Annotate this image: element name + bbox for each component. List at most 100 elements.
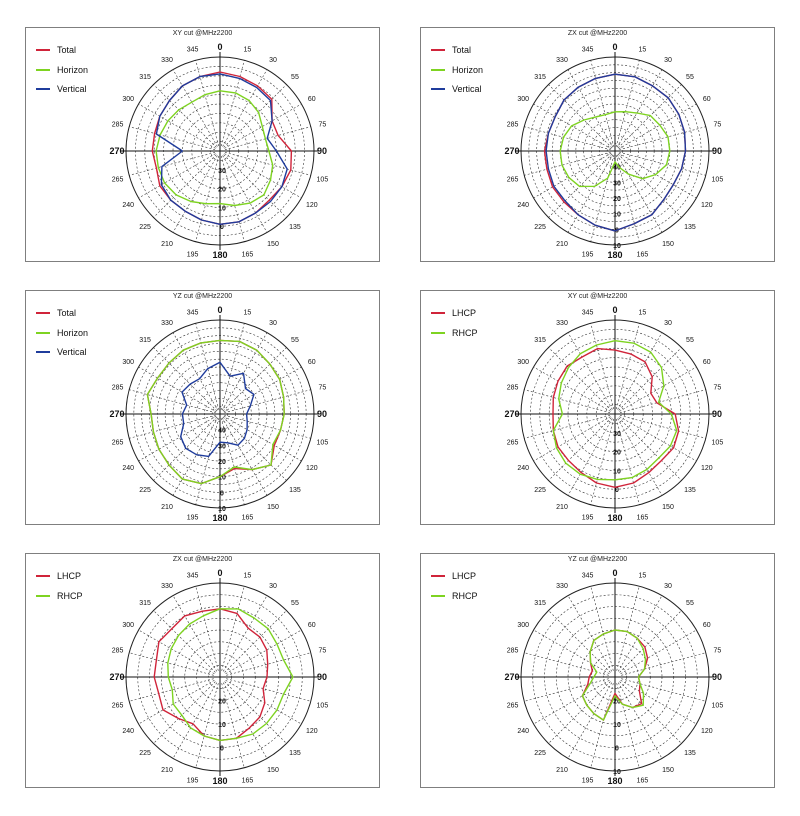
grid-spoke <box>567 682 613 759</box>
legend-swatch <box>431 575 445 577</box>
grid-spoke <box>548 347 612 411</box>
polar-chart-yz-cut-cp: YZ cut @MHz2200 0 15 30 55 60 75 90 105 120 135 150… <box>420 553 775 788</box>
radial-tick-label: 10 <box>218 722 226 729</box>
angle-tick-label: 285 <box>507 385 519 392</box>
angle-tick-label: 180 <box>607 776 622 786</box>
grid-spoke <box>129 652 214 676</box>
radial-tick-label: 40 <box>613 165 621 172</box>
grid-spoke <box>616 154 663 233</box>
angle-tick-label: 345 <box>582 47 594 54</box>
angle-tick-label: 265 <box>112 439 124 446</box>
angle-tick-label: 210 <box>556 504 568 511</box>
angle-tick-label: 195 <box>582 251 594 258</box>
polar-plot: 0 15 30 55 60 75 90 105 120 135 150 165 180 195 210 225… <box>109 42 328 260</box>
angle-tick-label: 265 <box>112 176 124 183</box>
legend-label: Total <box>452 45 472 55</box>
angle-tick-label: 315 <box>139 337 151 344</box>
grid-spoke <box>224 414 311 439</box>
grid-spoke <box>195 60 219 147</box>
angle-tick-label: 225 <box>139 750 151 757</box>
angle-tick-label: 135 <box>684 750 696 757</box>
grid-spoke <box>616 69 663 148</box>
grid-spoke <box>524 415 611 439</box>
angle-tick-label: 0 <box>612 568 617 578</box>
grid-spoke <box>138 153 216 199</box>
series-line-horizon <box>559 111 671 188</box>
radial-tick-label: 20 <box>218 459 226 466</box>
angle-tick-label: 120 <box>306 728 318 735</box>
grid-spoke <box>224 103 302 149</box>
angle-tick-label: 345 <box>187 47 199 54</box>
radial-tick-label: 20 <box>218 699 226 706</box>
legend-label: RHCP <box>57 590 83 601</box>
grid-spoke <box>153 347 218 412</box>
grid-spoke <box>533 416 611 462</box>
grid-spoke <box>619 366 697 412</box>
angle-tick-label: 330 <box>556 57 568 64</box>
grid-spoke <box>548 84 613 149</box>
polar-plot: 0 15 30 55 60 75 90 105 120 135 150 165 180 195 210 225… <box>504 568 723 786</box>
grid-spoke <box>225 629 302 675</box>
grid-spoke <box>226 678 311 702</box>
angle-tick-label: 265 <box>507 176 519 183</box>
grid-spoke <box>172 332 219 411</box>
legend-label: Vertical <box>57 347 87 357</box>
angle-tick-label: 330 <box>161 583 173 590</box>
series-line-vertical <box>180 361 255 458</box>
grid-spoke <box>524 678 609 702</box>
angle-tick-label: 165 <box>242 514 254 521</box>
series-line-vertical <box>155 73 288 225</box>
legend-swatch <box>36 331 50 334</box>
angle-tick-label: 195 <box>187 251 199 258</box>
grid-spoke <box>619 416 697 462</box>
radial-tick-label: 0 <box>615 487 619 494</box>
grid-spoke <box>618 417 682 481</box>
angle-tick-label: 195 <box>582 514 594 521</box>
grid-spoke <box>567 418 613 496</box>
grid-spoke <box>548 681 611 744</box>
angle-tick-label: 240 <box>517 728 529 735</box>
grid-spoke <box>221 155 245 242</box>
grid-spoke <box>533 629 610 675</box>
angle-tick-label: 15 <box>244 573 252 580</box>
angle-tick-label: 150 <box>267 767 279 774</box>
radial-tick-label: 10 <box>613 722 621 729</box>
angle-tick-label: 75 <box>318 122 326 129</box>
angle-tick-label: 240 <box>122 728 134 735</box>
grid-spoke <box>617 682 663 759</box>
angle-tick-label: 0 <box>217 305 222 315</box>
legend-label: LHCP <box>452 571 477 581</box>
angle-tick-label: 90 <box>317 672 327 682</box>
polar-plot: 0 15 30 55 60 75 90 105 120 135 150 165 180 195 210 225… <box>109 568 329 786</box>
legend-label: Horizon <box>57 327 89 338</box>
legend-label: RHCP <box>452 590 478 601</box>
angle-tick-label: 105 <box>317 439 329 446</box>
grid-spoke <box>548 417 612 481</box>
grid-spoke <box>153 84 217 148</box>
grid-spoke <box>129 152 216 176</box>
angle-tick-label: 180 <box>212 513 227 523</box>
angle-tick-label: 345 <box>582 573 594 580</box>
series-line-vertical <box>545 73 687 232</box>
radial-tick-label: 30 <box>218 443 226 450</box>
angle-tick-label: 180 <box>607 513 622 523</box>
grid-spoke <box>590 323 614 410</box>
angle-tick-label: 150 <box>662 767 674 774</box>
radial-tick-label: 20 <box>613 450 621 457</box>
grid-spoke <box>138 679 215 725</box>
radial-tick-label: 10 <box>218 205 226 212</box>
angle-tick-label: 30 <box>269 320 277 327</box>
angle-tick-label: 210 <box>556 767 568 774</box>
grid-spoke <box>221 332 268 411</box>
angle-tick-label: 285 <box>507 648 519 655</box>
angle-tick-label: 300 <box>517 359 529 366</box>
angle-tick-label: 150 <box>662 504 674 511</box>
angle-tick-label: 330 <box>161 320 173 327</box>
angle-tick-label: 330 <box>161 57 173 64</box>
angle-tick-label: 345 <box>187 573 199 580</box>
angle-tick-label: 105 <box>317 702 329 709</box>
grid-spoke <box>590 155 615 242</box>
grid-spoke <box>616 418 640 505</box>
grid-spoke <box>590 683 614 768</box>
grid-spoke <box>567 332 613 410</box>
